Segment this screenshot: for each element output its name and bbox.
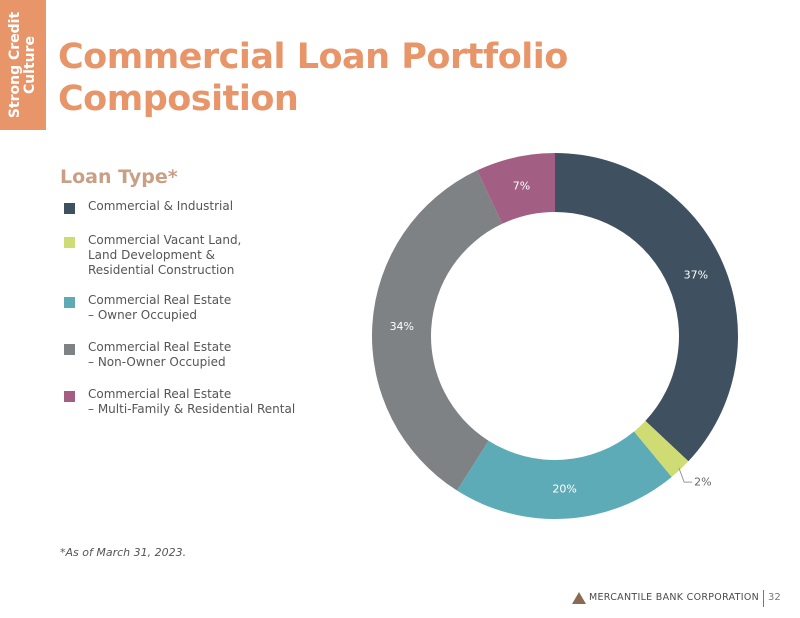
page-number: 32: [768, 592, 781, 603]
legend-label: Commercial Real Estate – Multi-Family & …: [88, 387, 328, 417]
legend-label: Commercial & Industrial: [88, 199, 328, 214]
page-title-line: Composition: [58, 79, 299, 119]
legend-label-line: Commercial & Industrial: [88, 199, 234, 213]
legend-label-line: Commercial Vacant Land,: [88, 233, 242, 247]
legend-swatch: [64, 297, 75, 308]
slice-label: 7%: [513, 180, 530, 193]
legend-label-line: – Multi-Family & Residential Rental: [88, 402, 296, 416]
legend-label: Commercial Real Estate – Non-Owner Occup…: [88, 340, 328, 370]
donut-slice: [634, 420, 689, 478]
legend-label-line: Land Development &: [88, 248, 216, 262]
legend-title: Loan Type*: [60, 166, 178, 188]
slice-label: 2%: [694, 476, 711, 489]
legend-label-line: Commercial Real Estate: [88, 340, 232, 354]
slice-label: 34%: [390, 320, 414, 333]
slice-leader-line: [678, 467, 693, 483]
legend-label: Commercial Real Estate – Owner Occupied: [88, 293, 328, 323]
slice-label: 20%: [552, 483, 576, 496]
footer-divider: [763, 590, 764, 607]
footer: MERCANTILE BANK CORPORATION 32: [572, 590, 792, 608]
legend-label-line: Commercial Real Estate: [88, 387, 232, 401]
page-title-line: Commercial Loan Portfolio: [58, 37, 568, 77]
donut-slice: [371, 170, 503, 491]
slice-label: 37%: [684, 269, 708, 282]
legend-label-line: Residential Construction: [88, 263, 235, 277]
footnote: *As of March 31, 2023.: [60, 546, 187, 559]
donut-slice: [477, 153, 555, 224]
legend-label-line: – Owner Occupied: [88, 308, 198, 322]
legend-swatch: [64, 203, 75, 214]
section-tab: Strong Credit Culture: [0, 0, 46, 130]
donut-slice: [456, 431, 672, 519]
legend-swatch: [64, 237, 75, 248]
page-title: Commercial Loan Portfolio Composition: [58, 36, 568, 120]
company-name: MERCANTILE BANK CORPORATION: [589, 592, 760, 603]
legend-swatch: [64, 391, 75, 402]
legend-label-line: – Non-Owner Occupied: [88, 355, 226, 369]
legend-swatch: [64, 344, 75, 355]
donut-slice: [555, 153, 739, 462]
legend-label-line: Commercial Real Estate: [88, 293, 232, 307]
company-logo-icon: [572, 592, 586, 604]
legend-label: Commercial Vacant Land, Land Development…: [88, 233, 328, 278]
